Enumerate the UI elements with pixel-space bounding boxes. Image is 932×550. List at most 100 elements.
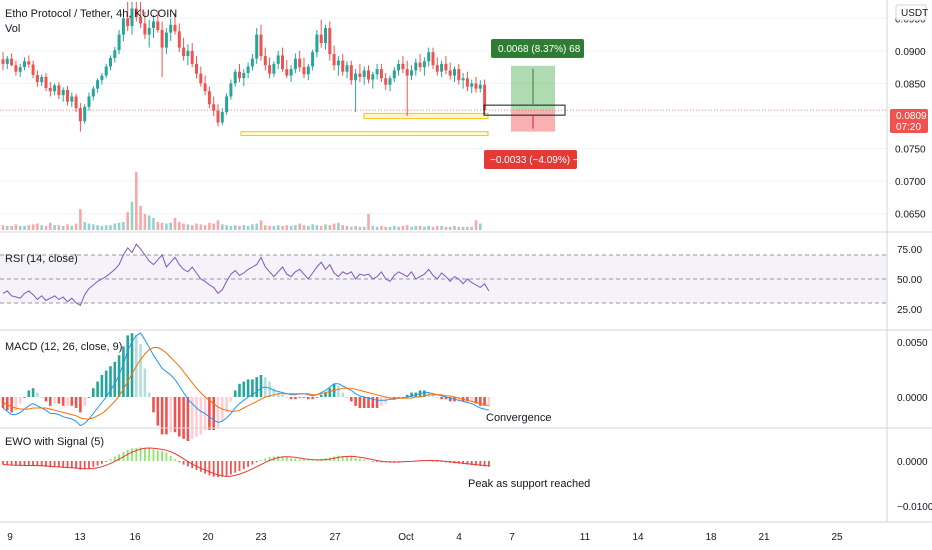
volume-bar: [285, 225, 289, 230]
ewo-bar: [105, 461, 108, 462]
peak-annotation: Peak as support reached: [468, 478, 590, 490]
time-tick-label: 7: [509, 532, 515, 543]
support-zone: [363, 112, 489, 120]
volume-bar: [233, 225, 237, 230]
candle-body: [306, 66, 310, 75]
candle-body: [255, 34, 259, 59]
ewo-bar: [195, 461, 198, 470]
macd-histogram-bar: [423, 390, 426, 397]
candle-body: [100, 75, 104, 81]
volume-bar: [393, 225, 396, 230]
time-tick-label: 18: [705, 532, 717, 543]
support-zones: [0, 109, 887, 137]
candle-body: [74, 96, 78, 109]
volume-bar: [436, 225, 439, 230]
ewo-bar: [152, 449, 155, 461]
ewo-bar: [341, 456, 344, 461]
macd-histogram-bar: [487, 397, 491, 406]
candle-body: [461, 78, 465, 81]
rsi-tick-label: 50.00: [897, 275, 922, 286]
macd-tick-label: 0.0050: [897, 338, 928, 349]
candle-body: [440, 63, 444, 72]
volume-bar: [289, 225, 293, 230]
candle-body: [388, 78, 392, 85]
ewo-bar: [58, 461, 60, 468]
macd-histogram-bar: [345, 397, 349, 398]
volume-bar: [70, 225, 74, 230]
ewo-bar: [139, 447, 142, 461]
volume-bar: [474, 220, 478, 230]
volume-bar: [427, 225, 430, 230]
candle-body: [233, 71, 237, 84]
ewo-bar: [268, 456, 271, 461]
pane-separators[interactable]: [0, 0, 932, 523]
candle-body: [345, 65, 349, 72]
candle-body: [272, 63, 276, 74]
ewo-bar: [174, 459, 176, 461]
ewo-bar: [255, 461, 258, 463]
candle-body: [435, 65, 439, 72]
volume-bar: [113, 223, 117, 230]
macd-histogram-bar: [92, 388, 95, 397]
macd-histogram-bar: [173, 397, 177, 433]
currency-badge[interactable]: USDT: [895, 4, 928, 21]
ewo-bar: [2, 461, 4, 465]
price-tick-label: 0.0850: [895, 79, 926, 90]
volume-bar: [203, 225, 207, 230]
macd-histogram-bar: [474, 397, 478, 404]
candle-body: [422, 61, 426, 68]
stop-label-box: −0.0033 (−4.09%) −33: [484, 150, 590, 169]
ewo-bar: [199, 461, 202, 472]
macd-histogram-bar: [156, 397, 160, 426]
candle-body: [298, 58, 302, 68]
candlesticks[interactable]: [1, 2, 487, 132]
ewo-bar: [83, 461, 86, 470]
rsi-pane: [0, 243, 887, 307]
volume-bar: [195, 223, 198, 230]
volume-bar: [431, 226, 435, 230]
macd-histogram-bar: [294, 397, 297, 400]
volume-bar: [461, 226, 465, 230]
macd-histogram-bar: [23, 397, 26, 398]
ewo-bar: [62, 461, 65, 468]
ewo-bar: [363, 459, 366, 461]
volume-bar: [74, 223, 78, 230]
macd-histogram-bar: [79, 397, 82, 413]
macd-histogram-bar: [259, 375, 263, 397]
ewo-bar: [169, 455, 172, 461]
ewo-bar: [389, 461, 391, 462]
volume-bar: [156, 221, 160, 230]
target-label-box: 0.0068 (8.37%) 68: [491, 39, 584, 58]
volume-bar: [40, 225, 43, 230]
volume-bar: [328, 225, 332, 230]
volume-bar: [190, 225, 194, 230]
ewo-bar: [359, 458, 361, 461]
volume-bar: [397, 226, 400, 230]
candle-body: [448, 70, 452, 76]
macd-histogram-bar: [367, 397, 370, 408]
macd-histogram-bar: [40, 397, 43, 398]
macd-histogram-bar: [281, 394, 284, 397]
volume-bar: [410, 226, 413, 230]
ewo-bar: [148, 448, 151, 461]
macd-histogram-bar: [104, 370, 108, 397]
candle-body: [96, 80, 100, 89]
volume-bar: [362, 226, 366, 230]
time-axis[interactable]: 9 13 16 20 23 27 Oct 4 7 11 14 18 21 25: [7, 532, 843, 543]
ewo-signal-line: [2, 447, 489, 477]
ewo-bar: [118, 454, 120, 461]
macd-histogram-bar: [246, 379, 250, 397]
candle-body: [31, 64, 35, 75]
macd-histogram-bar: [83, 397, 86, 406]
ewo-bar: [131, 448, 133, 461]
macd-histogram-bar: [57, 397, 61, 404]
macd-histogram-bar: [18, 397, 22, 404]
volume-bar: [294, 225, 297, 230]
long-position-tool[interactable]: [483, 65, 566, 132]
ewo-bar: [6, 461, 9, 466]
volume-bar: [332, 223, 336, 230]
candle-body: [341, 60, 345, 72]
macd-histogram-bar: [212, 397, 215, 430]
ewo-bar: [221, 461, 224, 477]
